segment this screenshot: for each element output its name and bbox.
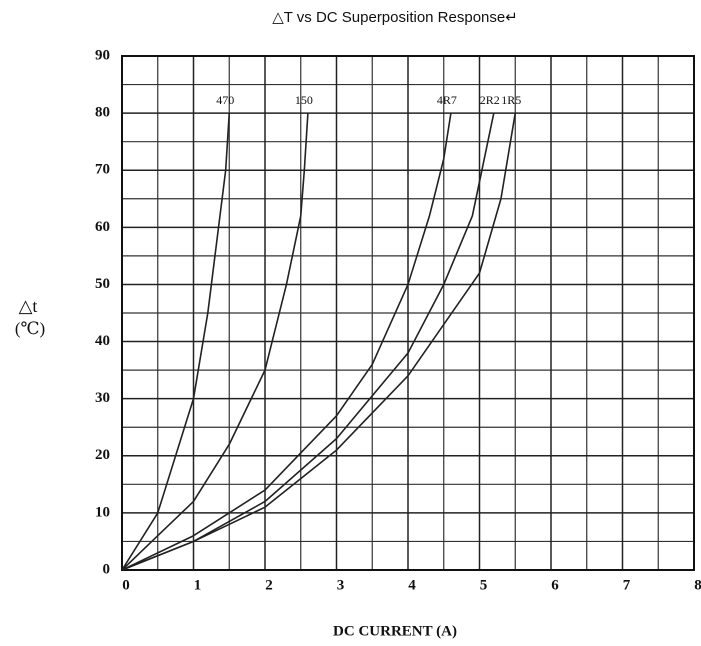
line-series — [121, 113, 231, 571]
x-tick-label: 6 — [551, 577, 559, 593]
y-tick-label: 50 — [95, 276, 110, 292]
x-tick-label: 7 — [623, 577, 631, 593]
line-series — [121, 112, 452, 571]
x-tick-label: 2 — [265, 577, 273, 593]
series-label: 150 — [295, 93, 313, 107]
y-tick-label: 80 — [95, 105, 110, 121]
y-tick-label: 40 — [95, 333, 110, 349]
y-tick-label: 90 — [95, 47, 110, 63]
y-tick-label: 20 — [95, 447, 110, 463]
y-tick-label: 30 — [95, 390, 110, 406]
x-tick-label: 5 — [480, 577, 488, 593]
line-series — [121, 112, 495, 571]
line-series — [121, 112, 517, 571]
series-label: 470 — [216, 93, 234, 107]
series-label: 1R5 — [501, 93, 521, 107]
line-series — [121, 113, 309, 571]
x-axis-label: DC CURRENT (A) — [333, 623, 457, 639]
y-axis-label: △t — [19, 296, 38, 316]
x-tick-label: 4 — [408, 577, 416, 593]
chart-title: △T vs DC Superposition Response↵ — [272, 9, 518, 26]
y-tick-label: 10 — [95, 504, 110, 520]
x-tick-label: 3 — [337, 577, 345, 593]
plot-frame — [121, 55, 695, 571]
series-label: 2R2 — [480, 93, 500, 107]
y-axis-label: (℃) — [15, 319, 45, 338]
series-label: 4R7 — [437, 93, 457, 107]
y-tick-label: 60 — [95, 219, 110, 235]
x-tick-label: 1 — [194, 577, 202, 593]
x-tick-label: 0 — [122, 577, 130, 593]
x-tick-label: 8 — [694, 577, 701, 593]
y-tick-label: 0 — [103, 561, 111, 577]
y-tick-label: 70 — [95, 162, 110, 178]
